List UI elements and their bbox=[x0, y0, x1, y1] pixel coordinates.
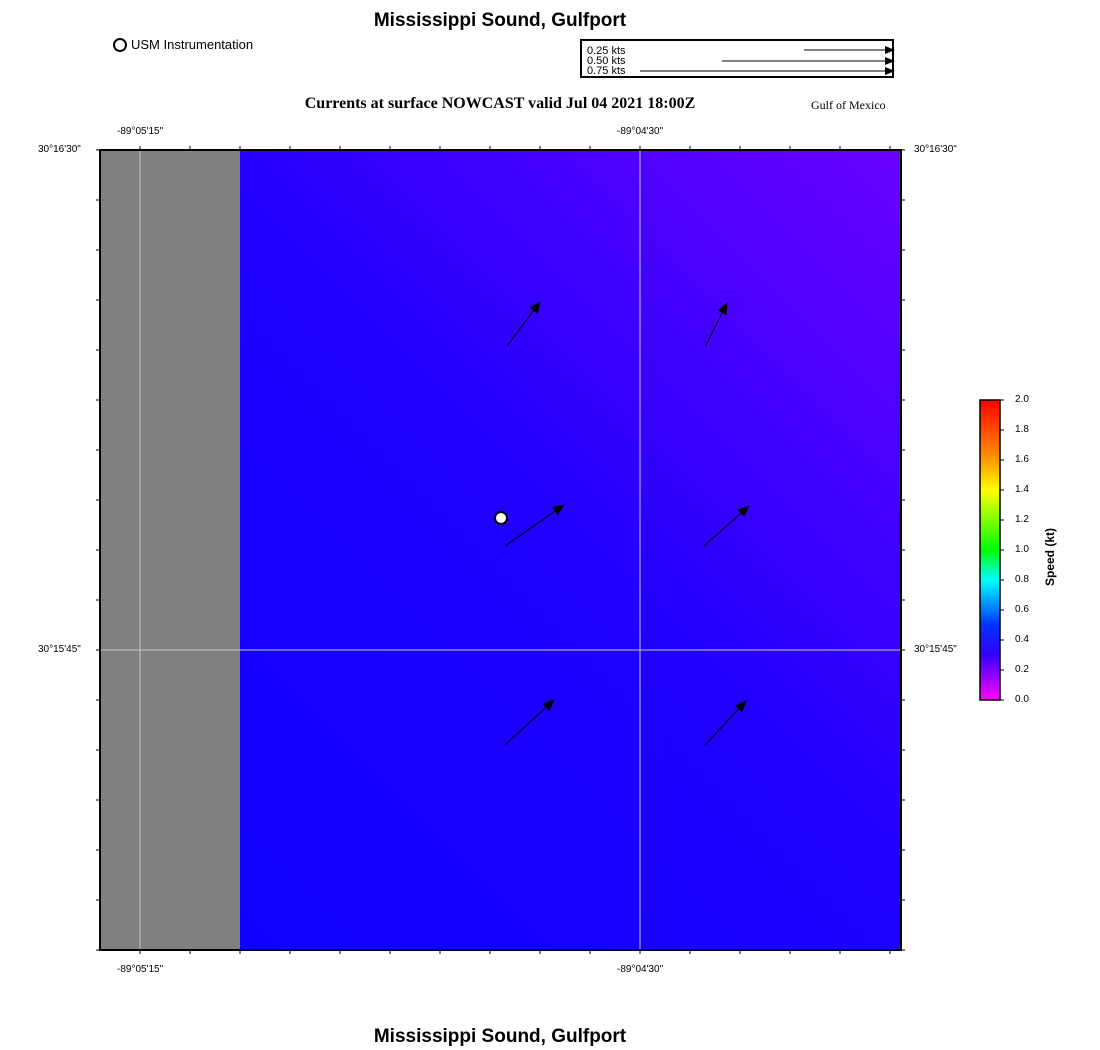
lon-label-bottom-2: -89°04'30" bbox=[617, 964, 664, 975]
reference-arrows bbox=[640, 46, 895, 75]
footer-title: Mississippi Sound, Gulfport bbox=[373, 1026, 627, 1047]
colorbar-title: Speed (kt) bbox=[1043, 528, 1057, 587]
page-title: Mississippi Sound, Gulfport bbox=[373, 10, 627, 31]
lon-label-bottom-1: -89°05'15" bbox=[117, 964, 164, 975]
ref-label-2: 0.50 kts bbox=[587, 55, 626, 67]
ref-label-3: 0.75 kts bbox=[587, 65, 626, 77]
colorbar-tick-0.0: 0.0 bbox=[1015, 694, 1029, 705]
lat-label-right-1: 30°16'30" bbox=[914, 144, 957, 155]
colorbar-tick-2.0: 2.0 bbox=[1015, 394, 1029, 405]
region-label: Gulf of Mexico bbox=[811, 98, 886, 112]
colorbar-tick-0.8: 0.8 bbox=[1015, 574, 1029, 585]
colorbar bbox=[979, 399, 1001, 701]
station-marker-icon bbox=[113, 37, 127, 52]
colorbar-tick-1.6: 1.6 bbox=[1015, 454, 1029, 465]
map-title: Currents at surface NOWCAST valid Jul 04… bbox=[304, 95, 696, 112]
colorbar-tick-0.4: 0.4 bbox=[1015, 634, 1029, 645]
lon-label-top-2: -89°04'30" bbox=[617, 126, 664, 137]
colorbar-tick-0.2: 0.2 bbox=[1015, 664, 1029, 675]
reference-vector-legend: 0.25 kts 0.50 kts 0.75 kts bbox=[580, 39, 895, 78]
ref-label-1: 0.25 kts bbox=[587, 45, 626, 57]
colorbar-ticks bbox=[1000, 399, 1004, 701]
colorbar-tick-1.4: 1.4 bbox=[1015, 484, 1029, 495]
colorbar-tick-1.8: 1.8 bbox=[1015, 424, 1029, 435]
lat-label-left-2: 30°15'45" bbox=[38, 644, 81, 655]
lat-label-left-1: 30°16'30" bbox=[38, 144, 81, 155]
map-frame bbox=[99, 149, 902, 951]
colorbar-tick-0.6: 0.6 bbox=[1015, 604, 1029, 615]
station-legend-label: USM Instrumentation bbox=[131, 37, 254, 52]
lat-label-right-2: 30°15'45" bbox=[914, 644, 957, 655]
lon-label-top-1: -89°05'15" bbox=[117, 126, 164, 137]
colorbar-tick-1.2: 1.2 bbox=[1015, 514, 1029, 525]
station-legend: USM Instrumentation bbox=[113, 37, 253, 52]
colorbar-tick-1.0: 1.0 bbox=[1015, 544, 1029, 555]
